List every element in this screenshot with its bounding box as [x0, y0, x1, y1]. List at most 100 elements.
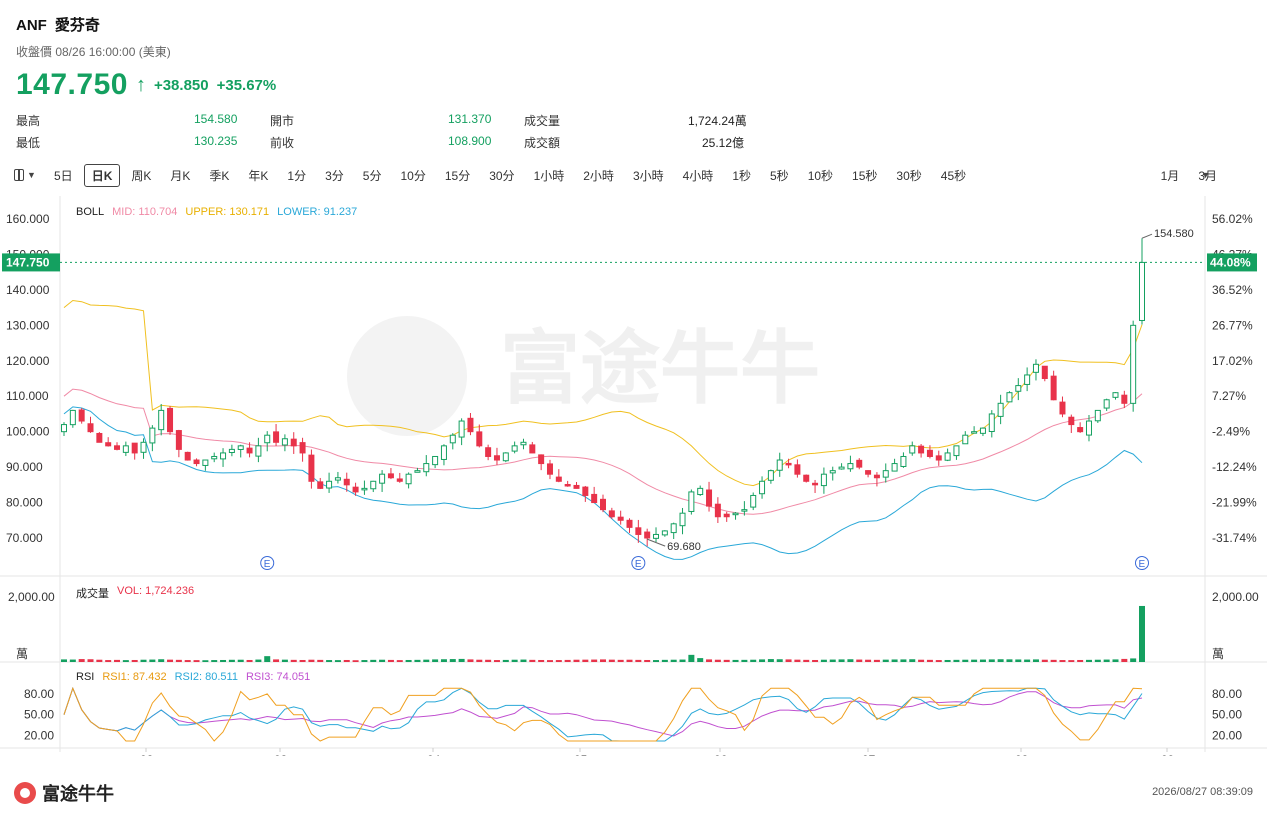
- pct-tick-right: -12.24%: [1212, 460, 1257, 474]
- period-tab-21[interactable]: 45秒: [940, 168, 967, 183]
- current-pct-tag-bg: [1207, 253, 1257, 272]
- volume-bar: [803, 659, 810, 662]
- volume-bar: [856, 659, 863, 662]
- pct-tick-right: 7.27%: [1212, 389, 1246, 403]
- candle-body: [644, 531, 651, 539]
- range-dropdown-icon[interactable]: ▼: [1201, 170, 1210, 180]
- candle-body: [158, 409, 165, 431]
- period-tab-10[interactable]: 15分: [444, 168, 471, 183]
- candle-body: [608, 510, 615, 518]
- candle-body: [87, 423, 94, 433]
- candle-body: [1103, 399, 1110, 409]
- volume-bar: [467, 659, 474, 662]
- candle-body: [343, 478, 350, 486]
- volume-bar: [617, 659, 624, 662]
- volume-bar: [847, 659, 854, 662]
- candle-body: [308, 454, 315, 482]
- candle-body: [891, 463, 898, 472]
- volume-bar: [317, 659, 324, 662]
- candle-body: [326, 480, 333, 489]
- period-tab-8[interactable]: 5分: [362, 168, 382, 183]
- volume-tick-right: 2,000.00: [1212, 590, 1259, 604]
- volume-bar: [794, 659, 801, 662]
- volume-bar: [935, 660, 942, 662]
- volume-bar: [600, 659, 606, 662]
- high-annot: 154.580: [1154, 228, 1194, 240]
- volume-bar: [1139, 605, 1145, 662]
- low-value: 130.235: [194, 134, 238, 148]
- period-tab-20[interactable]: 30秒: [896, 168, 922, 183]
- candle-body: [1024, 374, 1031, 385]
- watermark-text: 富途牛牛: [500, 324, 820, 413]
- volume-bar: [706, 659, 713, 662]
- period-tab-12[interactable]: 1小時: [533, 168, 565, 183]
- stock-chart[interactable]: 富途牛牛160.000150.000140.000130.000120.0001…: [0, 196, 1267, 767]
- candle-body: [882, 470, 889, 478]
- volume-bar: [750, 659, 757, 662]
- period-tab-0[interactable]: 5日: [54, 168, 73, 183]
- period-tab-7[interactable]: 3分: [325, 168, 344, 183]
- period-tab-9[interactable]: 10分: [400, 168, 426, 183]
- period-tab-1[interactable]: 日K: [83, 163, 121, 187]
- volume-bar: [820, 659, 827, 662]
- candle-body: [847, 463, 854, 470]
- range-tab-0[interactable]: 1月: [1160, 168, 1180, 183]
- candle-body: [211, 455, 218, 460]
- volume-bar: [255, 659, 262, 662]
- range-tab-1[interactable]: 3月: [1198, 168, 1217, 183]
- period-tab-17[interactable]: 5秒: [770, 168, 789, 183]
- volume-bar: [520, 659, 527, 662]
- period-tab-15[interactable]: 4小時: [682, 168, 714, 183]
- period-tab-19[interactable]: 15秒: [852, 168, 878, 183]
- volume-bar: [379, 659, 386, 662]
- candle-body: [661, 530, 668, 536]
- company-name: 愛芬奇: [54, 17, 100, 34]
- period-toolbar: ▼ 5日 日K 周K 月K 季K 年K 1分 3分 5分 10分 15分 30分 1小時 2小時 3小時 4小…: [14, 162, 1254, 188]
- volume-bar: [891, 659, 898, 662]
- prev-close-label: 前收: [270, 136, 295, 150]
- candle-body: [1112, 392, 1119, 398]
- volume-bar: [688, 654, 695, 662]
- period-tab-2[interactable]: 周K: [131, 168, 152, 183]
- period-tab-4[interactable]: 季K: [209, 168, 230, 183]
- candle-body: [1041, 365, 1048, 380]
- amount-value: 25.12億: [702, 136, 745, 150]
- candle-body: [988, 413, 995, 432]
- volume-bar: [529, 659, 536, 662]
- candle-body: [334, 477, 341, 481]
- high-value: 154.580: [194, 112, 238, 126]
- volume-bar: [167, 659, 174, 662]
- period-tab-3[interactable]: 月K: [170, 168, 191, 183]
- current-pct-tag: 44.08%: [1210, 255, 1251, 269]
- volume-label: 成交量: [524, 114, 561, 128]
- volume-bar: [1094, 659, 1101, 662]
- volume-bar: [1068, 660, 1075, 662]
- period-tab-16[interactable]: 1秒: [732, 168, 751, 183]
- chart-area[interactable]: 富途牛牛160.000150.000140.000130.000120.0001…: [0, 196, 1267, 767]
- volume-bar: [1103, 659, 1110, 662]
- candle-body: [564, 483, 571, 487]
- volume-bar: [582, 659, 589, 662]
- period-tab-6[interactable]: 1分: [287, 168, 307, 183]
- candle-body: [538, 454, 545, 465]
- period-tab-14[interactable]: 3小時: [632, 168, 664, 183]
- period-tabs: 5日 日K 周K 月K 季K 年K 1分 3分 5分 10分 15分 30分 1小時 2小時 3小時 4小時 1…: [46, 163, 977, 187]
- candle-body: [723, 513, 730, 518]
- volume-bar: [493, 660, 500, 662]
- volume-bar: [564, 659, 571, 662]
- x-axis-label: 03: [274, 753, 288, 756]
- volume-bar: [87, 659, 94, 662]
- period-tab-5[interactable]: 年K: [248, 168, 269, 183]
- earnings-event-icon: [631, 556, 646, 570]
- candle-body: [458, 420, 465, 438]
- chart-type-toggle[interactable]: ▼: [14, 169, 46, 181]
- price-tick-left: 90.000: [6, 460, 43, 474]
- volume-bar: [387, 659, 394, 662]
- volume-bar: [555, 660, 562, 662]
- period-tab-11[interactable]: 30分: [489, 168, 515, 183]
- period-tab-18[interactable]: 10秒: [807, 168, 834, 183]
- volume-bar: [184, 660, 191, 662]
- volume-bar: [546, 660, 553, 662]
- volume-bar: [714, 659, 721, 662]
- period-tab-13[interactable]: 2小時: [583, 168, 614, 183]
